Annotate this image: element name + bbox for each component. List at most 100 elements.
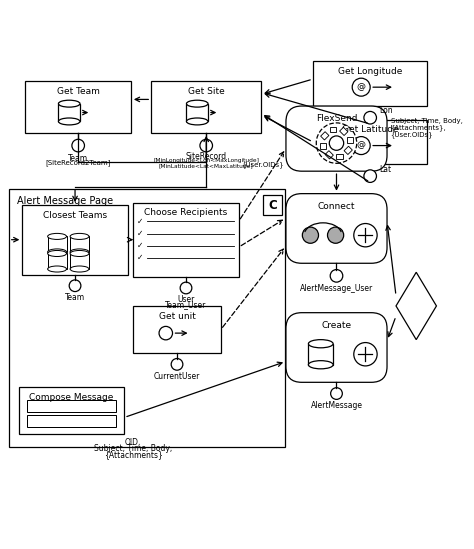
Ellipse shape <box>48 233 66 239</box>
Bar <box>70 254 89 269</box>
Polygon shape <box>330 127 337 132</box>
Circle shape <box>171 358 183 370</box>
Ellipse shape <box>309 361 333 369</box>
Bar <box>18 387 124 434</box>
Text: C: C <box>268 199 277 212</box>
Bar <box>58 104 80 121</box>
Text: User: User <box>177 295 195 304</box>
Circle shape <box>69 280 81 292</box>
Ellipse shape <box>48 249 66 255</box>
Bar <box>70 237 89 252</box>
Circle shape <box>328 227 344 243</box>
Text: {Attachments}: {Attachments} <box>104 450 163 459</box>
Circle shape <box>364 170 376 182</box>
Bar <box>133 306 221 353</box>
Circle shape <box>159 327 173 340</box>
Circle shape <box>352 78 370 96</box>
Text: [MinLatitude<Lat<MaxLatitude]: [MinLatitude<Lat<MaxLatitude] <box>159 163 254 168</box>
Bar <box>48 254 66 269</box>
Text: AlertMessage: AlertMessage <box>310 401 363 410</box>
Polygon shape <box>320 132 329 140</box>
Text: Alert Message Page: Alert Message Page <box>17 197 113 206</box>
Circle shape <box>200 139 212 152</box>
Text: Team: Team <box>65 293 85 302</box>
Ellipse shape <box>48 250 66 256</box>
Circle shape <box>329 136 344 150</box>
Circle shape <box>331 388 342 399</box>
Circle shape <box>354 223 377 247</box>
Text: CurrentUser: CurrentUser <box>154 372 200 380</box>
Polygon shape <box>340 127 348 136</box>
FancyBboxPatch shape <box>286 194 387 264</box>
Polygon shape <box>344 146 352 154</box>
Text: OID,: OID, <box>125 439 141 447</box>
Text: [SiteRecord2Team]: [SiteRecord2Team] <box>46 160 111 166</box>
Bar <box>27 415 116 427</box>
Bar <box>48 237 66 252</box>
Polygon shape <box>337 154 343 159</box>
Circle shape <box>302 227 319 243</box>
Text: Lon: Lon <box>379 107 393 115</box>
Text: {User.OIDs}: {User.OIDs} <box>391 131 433 138</box>
Text: ✓: ✓ <box>137 229 143 238</box>
Polygon shape <box>325 150 333 159</box>
Ellipse shape <box>58 118 80 125</box>
Text: Get Latitude: Get Latitude <box>342 125 399 135</box>
Polygon shape <box>320 143 326 149</box>
Ellipse shape <box>48 266 66 272</box>
Text: ✓: ✓ <box>137 241 143 250</box>
Text: ✓: ✓ <box>137 254 143 262</box>
Bar <box>9 189 285 447</box>
Ellipse shape <box>186 100 208 107</box>
Text: Subject, Time, Body,: Subject, Time, Body, <box>391 118 463 124</box>
FancyBboxPatch shape <box>286 313 387 382</box>
Circle shape <box>330 270 343 282</box>
Text: Closest Teams: Closest Teams <box>43 211 107 220</box>
Text: {Attachments},: {Attachments}, <box>391 125 447 131</box>
Text: [MinLongitude<Lon<MaxLongitude]: [MinLongitude<Lon<MaxLongitude] <box>153 158 259 163</box>
Bar <box>133 203 239 277</box>
Circle shape <box>316 123 357 163</box>
Text: Get Longitude: Get Longitude <box>338 67 402 76</box>
Text: {User.OIDs}: {User.OIDs} <box>241 161 284 168</box>
Bar <box>263 195 283 215</box>
Ellipse shape <box>70 249 89 255</box>
Text: Lat: Lat <box>379 165 392 174</box>
Ellipse shape <box>309 340 333 348</box>
Bar <box>26 81 131 133</box>
Text: FlexSend: FlexSend <box>316 114 357 123</box>
Polygon shape <box>347 137 353 143</box>
Text: ✓: ✓ <box>137 217 143 226</box>
Circle shape <box>180 282 192 294</box>
Circle shape <box>364 111 376 124</box>
Polygon shape <box>396 272 437 340</box>
Circle shape <box>352 137 370 155</box>
Text: AlertMessage_User: AlertMessage_User <box>300 284 373 293</box>
Text: @: @ <box>357 82 366 91</box>
Ellipse shape <box>70 266 89 272</box>
Text: Team: Team <box>68 154 88 163</box>
Bar <box>27 400 116 412</box>
Text: SiteRecord: SiteRecord <box>186 152 227 161</box>
Bar <box>151 81 261 133</box>
Circle shape <box>72 139 84 152</box>
Text: Get Site: Get Site <box>188 87 225 96</box>
Ellipse shape <box>58 100 80 107</box>
Bar <box>313 120 428 165</box>
Ellipse shape <box>70 250 89 256</box>
Bar <box>309 344 333 365</box>
Text: Connect: Connect <box>318 201 355 211</box>
Ellipse shape <box>70 233 89 239</box>
Text: Get Team: Get Team <box>57 87 100 96</box>
Text: Choose Recipients: Choose Recipients <box>145 209 228 217</box>
Bar <box>22 205 128 274</box>
Text: Create: Create <box>321 321 352 330</box>
Text: @: @ <box>357 140 366 149</box>
Text: Get unit: Get unit <box>159 312 195 321</box>
Ellipse shape <box>186 118 208 125</box>
FancyBboxPatch shape <box>286 106 387 171</box>
Text: Compose Message: Compose Message <box>29 393 114 402</box>
Circle shape <box>354 343 377 366</box>
Bar <box>313 61 428 106</box>
Text: Subject, Time, Body,: Subject, Time, Body, <box>94 444 173 453</box>
